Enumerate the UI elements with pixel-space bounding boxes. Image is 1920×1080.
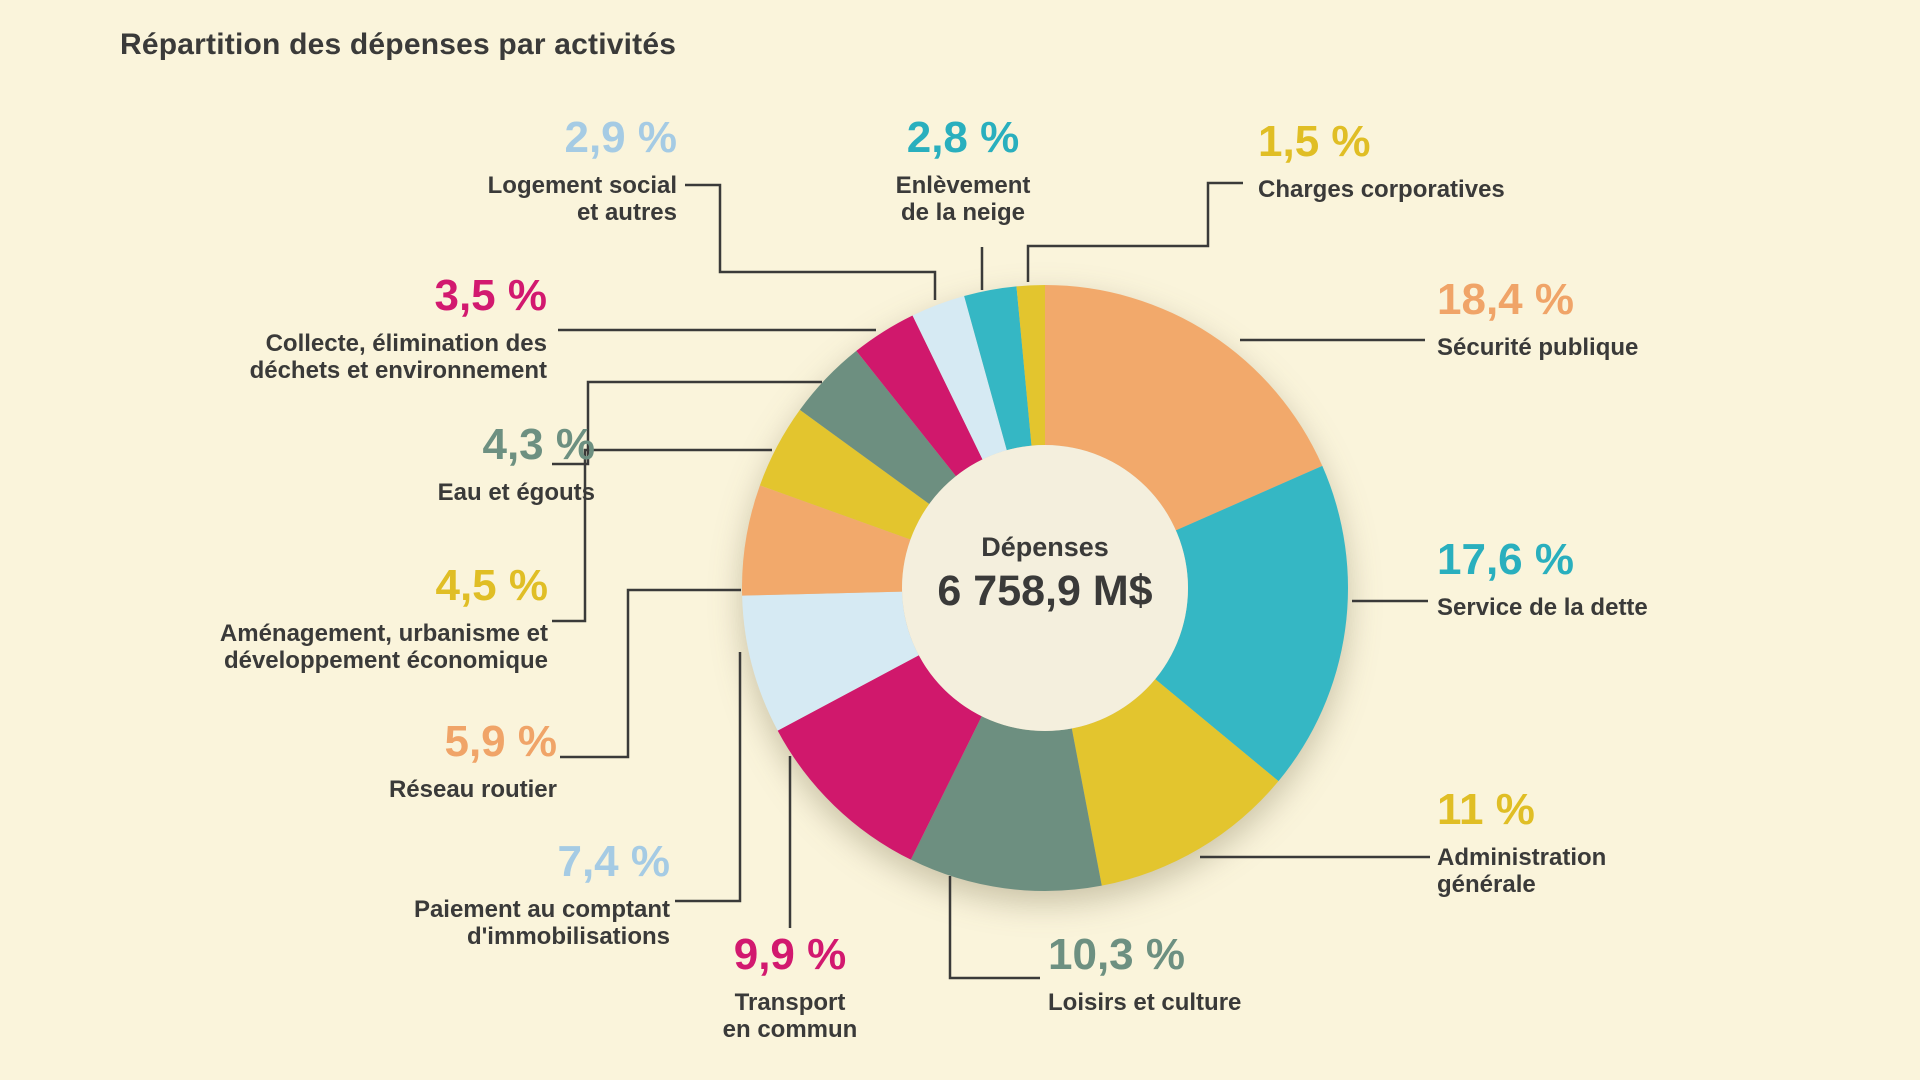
label-eau-et-egouts: Eau et égouts <box>437 479 595 506</box>
label-securite-publique: Sécurité publique <box>1437 334 1639 361</box>
leader-charges-corporatives <box>1026 181 1243 282</box>
percent-transport-en-commun: 9,9 % <box>733 930 847 979</box>
donut-segment-8 <box>799 350 956 504</box>
percent-paiement-comptant: 7,4 % <box>557 837 670 886</box>
percent-service-de-la-dette: 17,6 % <box>1437 535 1574 584</box>
callout-collecte-dechets-environnement: 3,5 % Collecte, élimination des déchets … <box>250 274 547 385</box>
percent-charges-corporatives: 1,5 % <box>1258 117 1371 166</box>
donut-segment-3 <box>910 716 1102 892</box>
donut-segment-4 <box>777 655 982 860</box>
label-charges-corporatives: Charges corporatives <box>1258 176 1505 203</box>
percent-eau-et-egouts: 4,3 % <box>482 420 595 469</box>
page-title: Répartition des dépenses par activités <box>120 28 677 61</box>
donut-segment-11 <box>964 286 1032 451</box>
callout-eau-et-egouts: 4,3 % Eau et égouts <box>438 423 595 507</box>
donut-segment-0 <box>1045 285 1323 531</box>
leader-reseau-routier <box>560 588 741 759</box>
leader-loisirs-culture <box>948 876 1040 980</box>
donut-segment-1 <box>1155 465 1348 782</box>
leader-amenagement <box>552 448 772 623</box>
percent-logement-social: 2,9 % <box>564 113 677 162</box>
label-paiement-comptant: Paiement au comptant d'immobilisations <box>413 896 670 950</box>
leader-logement-social <box>685 183 937 300</box>
donut-segment-10 <box>912 295 1007 460</box>
percent-collecte-dechets: 3,5 % <box>434 271 547 320</box>
donut-segment-2 <box>1071 679 1279 886</box>
donut-segment-12 <box>1016 285 1045 446</box>
label-collecte-dechets: Collecte, élimination des déchets et env… <box>249 330 547 384</box>
callout-logement-social: 2,9 % Logement social et autres <box>488 116 677 227</box>
callout-paiement-comptant-immobilisations: 7,4 % Paiement au comptant d'immobilisat… <box>414 840 670 951</box>
percent-loisirs-et-culture: 10,3 % <box>1048 930 1185 979</box>
donut-center-circle <box>902 445 1188 731</box>
label-administration-generale: Administration générale <box>1437 844 1607 898</box>
percent-amenagement-urbanisme: 4,5 % <box>435 561 548 610</box>
percent-administration-generale: 11 % <box>1437 785 1535 834</box>
leader-paiement-comptant <box>675 652 742 903</box>
donut-segment-7 <box>759 409 930 540</box>
label-amenagement-urbanisme: Aménagement, urbanisme et développement … <box>219 620 548 674</box>
center-total: 6 758,9 M$ <box>937 567 1153 615</box>
center-title: Dépenses <box>981 532 1109 562</box>
callout-enlevement-neige: 2,8 % Enlèvement de la neige <box>863 116 1063 227</box>
label-enlevement-neige: Enlèvement de la neige <box>895 172 1031 226</box>
percent-securite-publique: 18,4 % <box>1437 275 1574 324</box>
callout-service-de-la-dette: 17,6 % Service de la dette <box>1437 538 1648 622</box>
label-reseau-routier: Réseau routier <box>388 776 557 803</box>
percent-reseau-routier: 5,9 % <box>444 717 557 766</box>
donut-segment-5 <box>742 591 919 731</box>
callout-charges-corporatives: 1,5 % Charges corporatives <box>1258 120 1505 204</box>
callout-amenagement-urbanisme: 4,5 % Aménagement, urbanisme et développ… <box>220 564 548 675</box>
label-loisirs-et-culture: Loisirs et culture <box>1048 989 1242 1016</box>
leader-eau-egouts <box>552 380 822 466</box>
callout-securite-publique: 18,4 % Sécurité publique <box>1437 278 1638 362</box>
label-logement-social: Logement social et autres <box>487 172 677 226</box>
callout-loisirs-et-culture: 10,3 % Loisirs et culture <box>1048 933 1241 1017</box>
donut-segment-6 <box>742 485 911 596</box>
percent-enlevement-neige: 2,8 % <box>906 113 1020 162</box>
donut-segment-9 <box>856 315 983 477</box>
callout-administration-generale: 11 % Administration générale <box>1437 788 1606 899</box>
donut-center-label: Dépenses 6 758,9 M$ <box>845 532 1245 616</box>
label-service-de-la-dette: Service de la dette <box>1437 594 1648 621</box>
callout-reseau-routier: 5,9 % Réseau routier <box>389 720 557 804</box>
label-transport-en-commun: Transport en commun <box>722 989 858 1043</box>
callout-transport-en-commun: 9,9 % Transport en commun <box>690 933 890 1044</box>
